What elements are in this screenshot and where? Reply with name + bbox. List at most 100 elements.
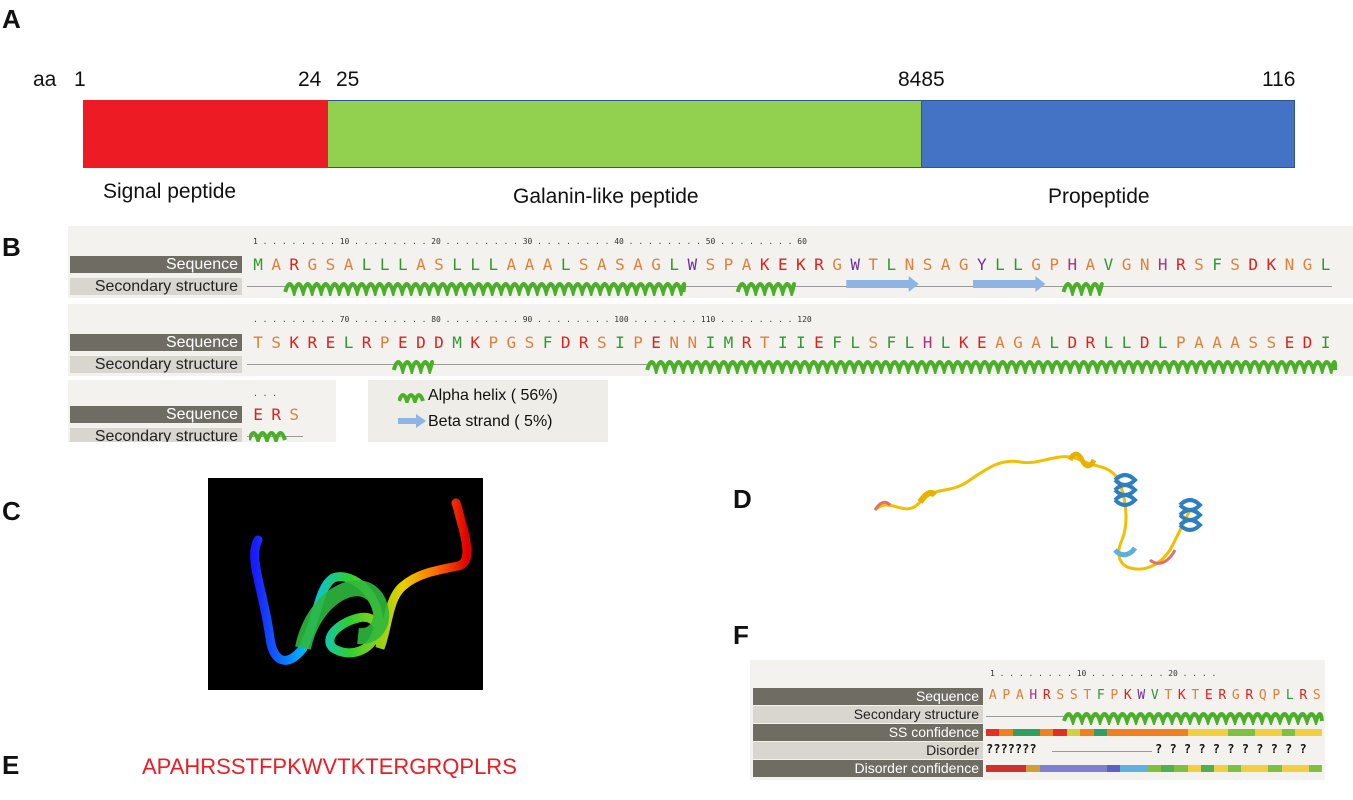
signal-peptide-segment <box>83 100 328 168</box>
residue: P <box>1272 688 1281 703</box>
residue: R <box>307 333 318 352</box>
residue: S <box>1069 688 1078 703</box>
residue: D <box>1248 255 1259 274</box>
residue: G <box>651 255 661 274</box>
confidence-cell <box>1241 729 1255 736</box>
row-label-secondary-structure: Secondary structure <box>70 428 242 442</box>
beta-strand <box>973 276 1046 292</box>
row-label-disorder: Disorder <box>753 742 983 759</box>
residue: A <box>1212 333 1222 352</box>
residue: A <box>741 255 752 274</box>
residue: K <box>1177 688 1186 703</box>
ruler-block-1: 1 . . . . . . . . 10 . . . . . . . . 20 … <box>253 237 807 246</box>
confidence-cell <box>1268 729 1282 736</box>
residue: L <box>452 255 462 274</box>
residue: P <box>488 333 499 352</box>
position-116: 116 <box>1262 68 1296 91</box>
aa-label: aa <box>33 68 57 91</box>
residue: K <box>470 333 480 352</box>
confidence-cell <box>1214 729 1228 736</box>
disorder-confidence-bar <box>986 765 1322 772</box>
confidence-cell <box>1066 729 1081 736</box>
confidence-cell <box>1053 729 1067 736</box>
residue: L <box>1121 333 1132 352</box>
residue: L <box>379 255 390 274</box>
residue: P <box>1176 333 1186 352</box>
position-25: 25 <box>336 68 360 91</box>
residue: L <box>397 255 408 274</box>
peptide-3d-ribbon-model <box>208 478 483 690</box>
confidence-cell <box>1053 765 1067 772</box>
residue: N <box>1284 255 1295 274</box>
residue: E <box>1284 333 1295 352</box>
confidence-cell <box>1201 765 1215 772</box>
confidence-cell <box>986 765 1000 772</box>
residue: S <box>271 333 281 352</box>
residue: L <box>1103 333 1114 352</box>
confidence-cell <box>1268 765 1282 772</box>
residue: L <box>669 255 680 274</box>
signal-peptide-label: Signal peptide <box>103 180 237 203</box>
residue: E <box>651 333 661 352</box>
confidence-cell <box>1106 765 1121 772</box>
confidence-cell <box>1039 765 1054 772</box>
galanin-like-peptide-label: Galanin-like peptide <box>513 185 699 208</box>
residue: T <box>253 333 263 352</box>
residue: R <box>1218 688 1227 703</box>
residue: T <box>868 255 879 274</box>
residue: T <box>1191 688 1200 703</box>
residue: L <box>1285 688 1294 703</box>
confidence-cell <box>1120 729 1134 736</box>
residue: R <box>814 255 824 274</box>
row-label-secondary-structure: Secondary structure <box>753 706 983 723</box>
residue: S <box>1194 255 1204 274</box>
residue: G <box>1013 333 1023 352</box>
residue: F <box>1212 255 1222 274</box>
position-24: 24 <box>298 68 322 91</box>
residue: G <box>1031 255 1041 274</box>
residue: N <box>1139 255 1150 274</box>
residue: R <box>361 333 372 352</box>
panel-label-f: F <box>733 620 749 650</box>
legend-alpha-helix: Alpha helix ( 56%) <box>428 387 558 404</box>
confidence-cell <box>1026 729 1040 736</box>
residue: L <box>361 255 372 274</box>
residue: P <box>1002 688 1011 703</box>
residue: S <box>615 255 625 274</box>
confidence-cell <box>1093 765 1107 772</box>
beta-strand <box>846 276 919 292</box>
confidence-cell <box>1295 765 1309 772</box>
row-label-sequence: Sequence <box>70 334 242 351</box>
residue: K <box>958 333 969 352</box>
confidence-cell <box>986 729 1000 736</box>
confidence-cell <box>1080 765 1094 772</box>
confidence-cell <box>1295 729 1309 736</box>
residue: N <box>904 255 915 274</box>
confidence-cell <box>1214 765 1228 772</box>
residue: G <box>1231 688 1240 703</box>
confidence-cell <box>1133 729 1148 736</box>
residue: E <box>253 405 263 424</box>
residue: I <box>1320 333 1331 352</box>
confidence-cell <box>1147 729 1161 736</box>
confidence-cell <box>1120 765 1134 772</box>
alpha-helix <box>645 360 1338 374</box>
confidence-cell <box>1026 765 1040 772</box>
row-label-sequence: Sequence <box>70 406 242 423</box>
confidence-cell <box>1174 729 1188 736</box>
legend-beta-strand: Beta strand ( 5%) <box>428 413 553 430</box>
residue: R <box>1085 333 1096 352</box>
residue: L <box>343 333 354 352</box>
residue: K <box>759 255 770 274</box>
residue: A <box>1015 688 1024 703</box>
residue: M <box>723 333 734 352</box>
confidence-cell <box>1281 729 1296 736</box>
row-label-secondary-structure: Secondary structure <box>70 278 242 295</box>
residue: D <box>416 333 426 352</box>
residue: A <box>1085 255 1096 274</box>
panel-label-e: E <box>2 750 20 780</box>
residue: L <box>886 255 897 274</box>
residue: L <box>995 255 1005 274</box>
residue: G <box>1121 255 1132 274</box>
